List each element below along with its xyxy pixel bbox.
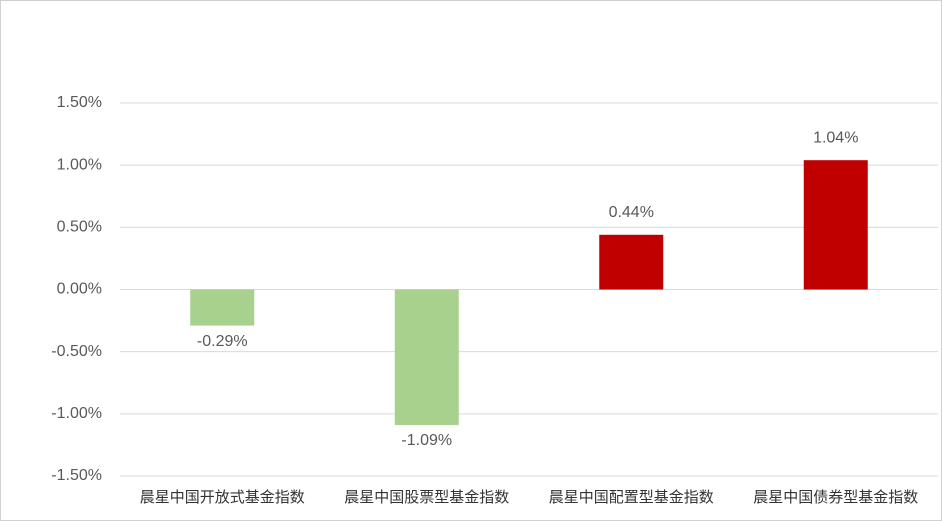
y-tick-label: 0.00%: [57, 281, 102, 298]
bar: [599, 234, 664, 290]
x-tick-label: 晨星中国配置型基金指数: [549, 489, 714, 506]
bar: [803, 160, 868, 290]
y-tick-label: -1.00%: [51, 405, 102, 422]
y-tick-label: 1.50%: [57, 94, 102, 111]
y-tick-label: -0.50%: [51, 343, 102, 360]
data-label: 0.44%: [609, 204, 654, 221]
x-tick-label: 晨星中国债券型基金指数: [753, 489, 918, 506]
x-tick-label: 晨星中国开放式基金指数: [140, 489, 305, 506]
y-tick-label: -1.50%: [51, 467, 102, 484]
data-label: -0.29%: [197, 333, 248, 350]
bar: [190, 289, 255, 326]
y-tick-label: 1.00%: [57, 156, 102, 173]
data-label: 1.04%: [813, 129, 858, 146]
x-tick-label: 晨星中国股票型基金指数: [344, 489, 509, 506]
data-label: -1.09%: [401, 432, 452, 449]
y-tick-label: 0.50%: [57, 219, 102, 236]
bar: [394, 289, 459, 426]
